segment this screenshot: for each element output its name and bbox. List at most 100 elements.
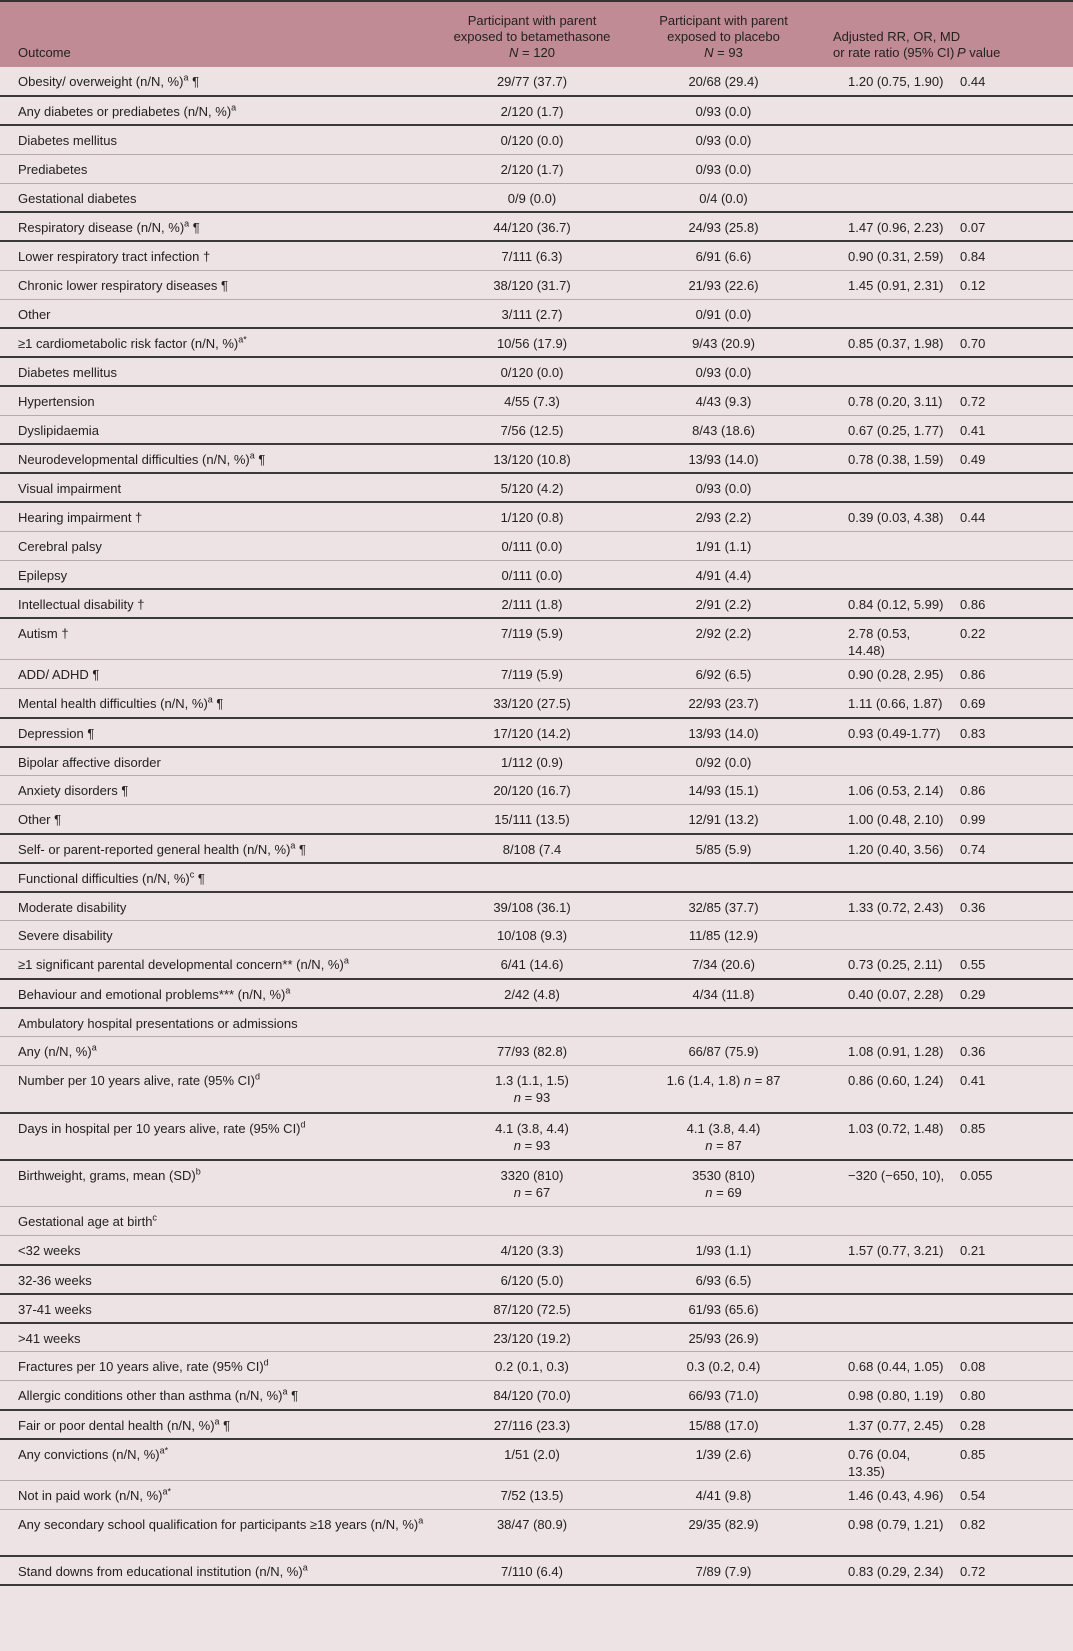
p-value-cell: 0.07 [945, 212, 1073, 242]
betamethasone-cell: 38/120 (31.7) [432, 270, 632, 300]
ratio-value: −320 (−650, 10), [848, 1167, 945, 1183]
cell-value: 0/92 (0.0) [695, 754, 752, 770]
placebo-cell: 0/91 (0.0) [632, 299, 815, 329]
outcome-label: Not in paid work (n/N, %) [18, 1487, 163, 1503]
cell-value: 1.3 (1.1, 1.5) [495, 1073, 569, 1088]
adjusted-ratio-cell [815, 473, 945, 503]
betamethasone-cell: 3/111 (2.7) [432, 299, 632, 329]
outcome-cell: Fractures per 10 years alive, rate (95% … [0, 1351, 432, 1381]
outcome-cell: Hearing impairment † [0, 502, 432, 532]
cell-value: 0/93 (0.0) [695, 481, 752, 496]
outcome-label: Obesity/ overweight (n/N, %) [18, 74, 184, 89]
header-line: exposed to placebo [667, 29, 780, 44]
header-line: Adjusted RR, OR, MD [833, 29, 961, 44]
outcome-label: Chronic lower respiratory diseases ¶ [18, 277, 229, 293]
placebo-cell: 6/93 (6.5) [632, 1264, 815, 1295]
table-row: Moderate disability 39/108 (36.1) 32/85 (3… [0, 891, 1073, 921]
placebo-cell: 21/93 (22.6) [632, 270, 815, 300]
table-row: Self- or parent-reported general health … [0, 833, 1073, 864]
outcome-cell: Dyslipidaemia [0, 415, 432, 445]
cell-value: 4/120 (3.3) [500, 1243, 564, 1258]
outcome-cell: Functional difficulties (n/N, %)c ¶ [0, 862, 432, 893]
header-line: Participant with parent [659, 13, 788, 28]
table-row: Visual impairment 5/120 (4.2) 0/93 (0.0) [0, 473, 1073, 503]
placebo-cell: 32/85 (37.7) [632, 891, 815, 921]
placebo-cell: 61/93 (65.6) [632, 1293, 815, 1324]
header-line: Participant with parent [467, 13, 597, 28]
footnote-symbol: ¶ [212, 696, 224, 711]
placebo-cell [632, 1007, 815, 1037]
outcome-label: Any diabetes or prediabetes (n/N, %) [18, 104, 232, 119]
placebo-cell: 8/43 (18.6) [632, 415, 815, 445]
n-var: N [509, 45, 519, 60]
betamethasone-cell: 7/52 (13.5) [432, 1480, 632, 1510]
adjusted-ratio-cell [815, 299, 945, 329]
footnote-symbol: ¶ [287, 1388, 299, 1403]
ratio-value: 0.76 (0.04, 13.35) [848, 1446, 911, 1479]
cell-value: 5/85 (5.9) [695, 841, 752, 857]
cell-value: 2/120 (1.7) [500, 104, 564, 119]
p-value-cell: 0.055 [945, 1159, 1073, 1207]
placebo-cell: 14/93 (15.1) [632, 775, 815, 805]
table-row: ≥1 cardiometabolic risk factor (n/N, %)a… [0, 328, 1073, 358]
placebo-cell: 11/85 (12.9) [632, 920, 815, 950]
outcome-cell: Stand downs from educational institution… [0, 1556, 432, 1586]
betamethasone-cell: 7/119 (5.9) [432, 618, 632, 660]
p-value-cell: 0.08 [945, 1351, 1073, 1381]
table-row: Obesity/ overweight (n/N, %)a ¶ 29/77 (37… [0, 67, 1073, 97]
betamethasone-cell: 77/93 (82.8) [432, 1036, 632, 1066]
placebo-cell: 22/93 (23.7) [632, 688, 815, 719]
outcome-cell: Any convictions (n/N, %)a* [0, 1438, 432, 1481]
outcome-cell: Self- or parent-reported general health … [0, 833, 432, 864]
table-row: Gestational diabetes 0/9 (0.0) 0/4 (0.0) [0, 183, 1073, 213]
ratio-value: 0.98 (0.80, 1.19) [848, 1388, 944, 1403]
cell-value: 29/35 (82.9) [688, 1516, 759, 1532]
footnote-symbol: ¶ [188, 74, 200, 89]
cell-value: 66/87 (75.9) [688, 1044, 759, 1059]
table-row: Mental health difficulties (n/N, %)a ¶ 33… [0, 688, 1073, 719]
footnote-marker: a [214, 1416, 220, 1427]
outcome-label: Birthweight, grams, mean (SD) [18, 1167, 196, 1183]
p-value: 0.44 [960, 74, 986, 89]
p-value-cell: 0.85 [945, 1112, 1073, 1161]
p-value-cell: 0.54 [945, 1480, 1073, 1510]
adjusted-ratio-cell: 1.45 (0.91, 2.31) [815, 270, 945, 300]
cell-value: 0/120 (0.0) [500, 365, 564, 380]
footnote-symbol: ¶ [194, 870, 205, 886]
cell-value: 10/56 (17.9) [496, 336, 568, 351]
outcome-cell: Prediabetes [0, 154, 432, 184]
cell-value: 6/120 (5.0) [500, 1272, 564, 1288]
table-row: Any diabetes or prediabetes (n/N, %)a 2/1… [0, 96, 1073, 126]
cell-value: 0/111 (0.0) [501, 567, 563, 583]
p-value-cell: 0.86 [945, 775, 1073, 805]
outcome-cell: Diabetes mellitus [0, 125, 432, 155]
table-row: Fair or poor dental health (n/N, %)a ¶ 27… [0, 1409, 1073, 1440]
p-value-cell: 0.55 [945, 949, 1073, 980]
n-value: = 93 [524, 1137, 551, 1153]
outcome-label: Intellectual disability † [18, 597, 145, 612]
p-value-cell: 0.82 [945, 1509, 1073, 1557]
ratio-value: 0.73 (0.25, 2.11) [848, 957, 943, 972]
p-value: 0.12 [960, 277, 986, 293]
cell-value: 1/120 (0.8) [500, 510, 564, 525]
table-row: Prediabetes 2/120 (1.7) 0/93 (0.0) [0, 154, 1073, 184]
ratio-value: 0.67 (0.25, 1.77) [848, 422, 944, 438]
cell-value: 39/108 (36.1) [493, 899, 571, 915]
betamethasone-cell [432, 1206, 632, 1236]
cell-value: 0/93 (0.0) [695, 365, 752, 380]
p-value-cell [945, 531, 1073, 561]
adjusted-ratio-cell: 1.57 (0.77, 3.21) [815, 1235, 945, 1266]
outcome-cell: <32 weeks [0, 1235, 432, 1266]
table-row: ≥1 significant parental developmental co… [0, 949, 1073, 980]
placebo-cell: 15/88 (17.0) [632, 1409, 815, 1440]
table-row: Other ¶ 15/111 (13.5) 12/91 (13.2) 1.00 (0.… [0, 804, 1073, 835]
outcome-cell: Hypertension [0, 386, 432, 416]
placebo-cell: 0/4 (0.0) [632, 183, 815, 213]
outcome-cell: Cerebral palsy [0, 531, 432, 561]
cell-value: 7/111 (6.3) [501, 249, 563, 264]
cell-value: 4/41 (9.8) [695, 1487, 752, 1503]
p-value: 0.99 [960, 812, 986, 827]
p-value-cell [945, 183, 1073, 213]
outcome-label: Severe disability [18, 928, 113, 943]
betamethasone-cell: 2/111 (1.8) [432, 589, 632, 619]
